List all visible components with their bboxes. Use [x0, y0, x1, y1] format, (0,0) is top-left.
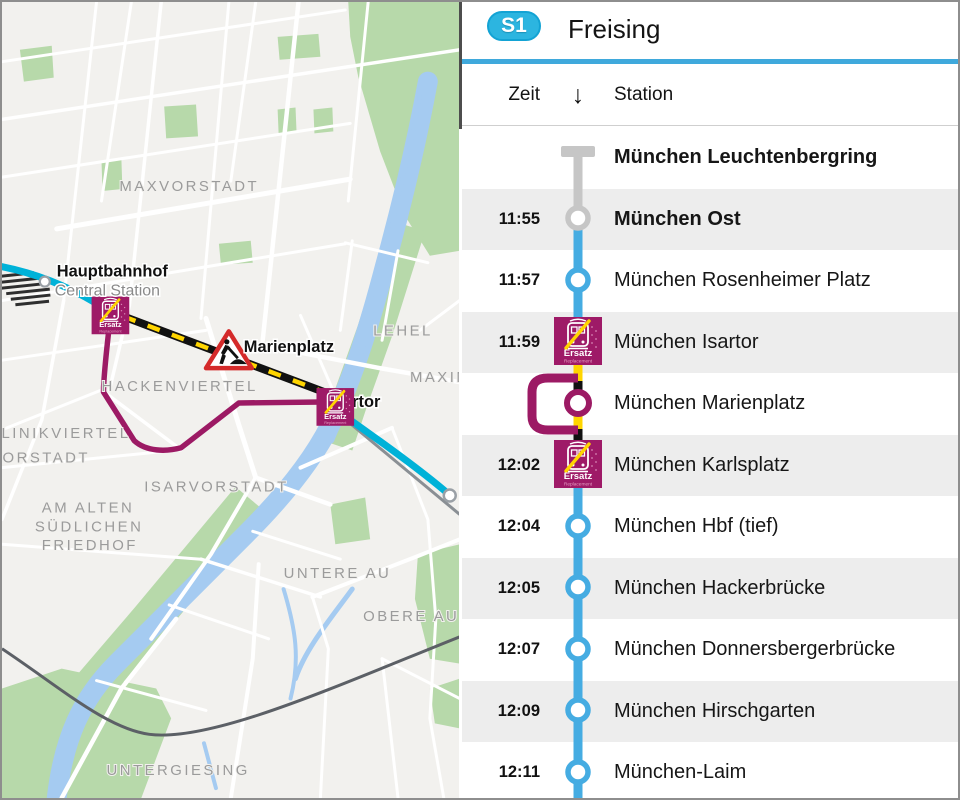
svg-text:AM ALTEN: AM ALTEN: [42, 499, 135, 516]
svg-text:SÜDLICHEN: SÜDLICHEN: [35, 517, 144, 535]
column-header-station: Station: [614, 84, 674, 105]
svg-text:HACKENVIERTEL: HACKENVIERTEL: [102, 378, 258, 395]
stop-time: 12:07: [497, 640, 540, 659]
stop-name: München Karlsplatz: [614, 453, 790, 476]
header-accent-bar: [462, 59, 958, 64]
stop-row-ost[interactable]: 11:55 München Ost: [462, 188, 958, 250]
stop-time: 11:57: [498, 271, 540, 290]
stop-list: München Leuchtenbergring 11:55 München O…: [462, 127, 958, 798]
map-ersatz-badge-isartor[interactable]: [316, 388, 355, 426]
stop-time: [462, 127, 540, 189]
map-ersatz-badge-hauptbahnhof[interactable]: [91, 296, 130, 335]
railway-line-south: [2, 635, 459, 737]
stop-time: [462, 373, 540, 435]
stop-name: München Marienplatz: [614, 392, 806, 415]
svg-text:MAXVORSTADT: MAXVORSTADT: [119, 178, 259, 195]
railway-line-east: [347, 420, 459, 516]
stop-time: 12:02: [497, 455, 540, 474]
map[interactable]: Isartor Hauptbahnhof Central Station Mar…: [2, 2, 459, 798]
column-header-time: Zeit: [508, 84, 540, 105]
svg-text:ISARVORSTADT: ISARVORSTADT: [144, 479, 288, 496]
stop-name: München Donnersbergerbrücke: [614, 638, 896, 661]
stop-row-leuchtenbergring[interactable]: München Leuchtenbergring: [462, 127, 958, 189]
svg-text:OBERE AU: OBERE AU: [363, 608, 459, 625]
sbahn-route: [2, 263, 451, 497]
stop-row-hackerbruecke[interactable]: 12:05 München Hackerbrücke: [462, 557, 958, 619]
svg-text:MAXIMILIAN: MAXIMILIAN: [410, 369, 459, 386]
line-badge: S1: [487, 11, 541, 41]
stop-name: München Isartor: [614, 330, 759, 353]
replacement-bus-route: [100, 333, 323, 453]
stop-name: München-Laim: [614, 761, 747, 784]
stop-name: München Hirschgarten: [614, 699, 816, 722]
stop-time: 12:04: [497, 517, 540, 536]
stop-row-hirschgarten[interactable]: 12:09 München Hirschgarten: [462, 680, 958, 742]
stop-name: München Leuchtenbergring: [614, 146, 878, 169]
panel-header: S1 Freising: [462, 2, 958, 59]
map-station-dot-east[interactable]: [442, 488, 457, 503]
map-panel-divider: [459, 2, 462, 129]
stop-name: München Hbf (tief): [614, 515, 779, 538]
svg-text:UNTERGIESING: UNTERGIESING: [106, 762, 249, 779]
stop-time: 12:09: [497, 701, 540, 720]
stop-time: 12:11: [498, 763, 540, 782]
map-label-marienplatz: Marienplatz: [244, 338, 334, 356]
stop-row-isartor[interactable]: 11:59 München Isartor: [462, 311, 958, 373]
map-station-dot-west[interactable]: [38, 275, 51, 288]
stop-name: München Hackerbrücke: [614, 576, 826, 599]
stop-row-laim[interactable]: 12:11 München-Laim: [462, 742, 958, 798]
map-label-central-station: Central Station: [55, 283, 160, 300]
svg-text:FRIEDHOF: FRIEDHOF: [42, 537, 138, 554]
svg-text:UNTERE AU: UNTERE AU: [284, 565, 392, 582]
map-district-labels: MAXVORSTADT LEHEL MAXIMILIAN HACKENVIERT…: [2, 177, 459, 780]
column-header: Zeit ↓ Station: [462, 64, 958, 126]
stop-name: München Rosenheimer Platz: [614, 269, 871, 292]
sort-direction-icon[interactable]: ↓: [571, 80, 585, 109]
svg-text:LEHEL: LEHEL: [373, 322, 433, 339]
stop-time: 11:55: [498, 209, 540, 228]
map-streets: [2, 2, 459, 798]
stop-row-rosenheimer-platz[interactable]: 11:57 München Rosenheimer Platz: [462, 250, 958, 312]
stop-time: 11:59: [498, 332, 540, 351]
svg-text:VORSTADT: VORSTADT: [2, 450, 90, 467]
stop-time: 12:05: [497, 578, 540, 597]
stop-row-hbf-tief[interactable]: 12:04 München Hbf (tief): [462, 496, 958, 558]
map-river: [46, 71, 438, 798]
stop-row-marienplatz[interactable]: München Marienplatz: [462, 373, 958, 435]
stop-name: München Ost: [614, 207, 741, 230]
timetable-panel: S1 Freising Zeit ↓ Station München Leuch…: [462, 2, 958, 798]
stop-row-karlsplatz[interactable]: 12:02 München Karlsplatz: [462, 434, 958, 496]
map-parks: [2, 2, 459, 798]
map-label-hauptbahnhof: Hauptbahnhof: [57, 263, 169, 281]
destination-title: Freising: [568, 14, 661, 44]
construction-warning-icon: [203, 329, 254, 371]
stop-row-donnersbergerbruecke[interactable]: 12:07 München Donnersbergerbrücke: [462, 619, 958, 681]
svg-text:KLINIKVIERTEL: KLINIKVIERTEL: [2, 425, 130, 442]
